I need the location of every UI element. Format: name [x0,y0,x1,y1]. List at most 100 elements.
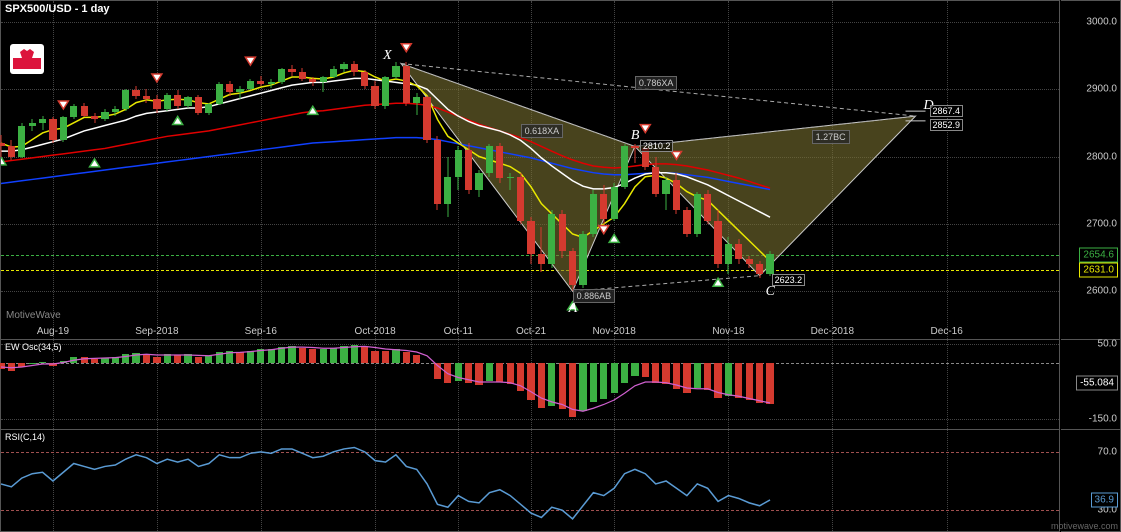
osc-bar [205,356,212,362]
osc-bar [340,346,347,363]
time-axis-label: Oct-11 [444,326,473,337]
chart-title: SPX500/USD - 1 day [5,3,110,15]
rsi-axis: 70.030.036.9 [1061,430,1121,532]
osc-bar [621,363,628,384]
osc-bar [735,363,742,399]
osc-bar [434,363,441,380]
osc-bar [81,357,88,362]
price-axis-label: 2700.0 [1086,218,1117,229]
rsi-current-badge: 36.9 [1091,493,1118,508]
osc-bar [413,355,420,363]
osc-bar [18,363,25,368]
price-axis-label: 3000.0 [1086,16,1117,27]
price-axis-label: 2800.0 [1086,151,1117,162]
osc-current-badge: -55.084 [1076,376,1118,391]
time-axis-label: Dec-2018 [811,326,854,337]
osc-bar [642,363,649,377]
osc-bar [611,363,618,394]
osc-bar [548,363,555,406]
osc-bar [704,363,711,390]
oscillator-axis: 50.0 -150.0 -55.084 [1061,340,1121,430]
osc-bar [216,352,223,363]
osc-bar [590,363,597,402]
osc-bar [174,355,181,363]
fib-label: 1.27BC [812,130,850,144]
rsi-title: RSI(C,14) [5,432,45,442]
time-axis-label: Oct-2018 [355,326,396,337]
osc-bar [299,348,306,363]
osc-bar [257,349,264,363]
osc-bar [351,345,358,362]
price-tag: 2867.4 [930,105,964,117]
fib-label: 0.886AB [573,289,616,303]
price-axis-label: 2900.0 [1086,84,1117,95]
osc-bar [444,363,451,384]
osc-bar [330,348,337,363]
osc-title: EW Osc(34,5) [5,342,62,352]
osc-bar [766,363,773,404]
price-tag: 2852.9 [930,119,964,131]
pattern-point-A: A [569,301,578,317]
osc-bar [164,354,171,362]
osc-bar [226,351,233,362]
pattern-point-B: B [631,128,640,144]
rsi-panel[interactable]: RSI(C,14) [0,430,1060,532]
osc-bar [496,363,503,383]
osc-bar [662,363,669,385]
footer-link[interactable]: motivewave.com [1048,520,1121,532]
osc-bar [517,363,524,391]
osc-bar [91,359,98,363]
osc-bar [475,363,482,386]
time-axis-label: Sep-16 [245,326,277,337]
time-axis-label: Nov-2018 [592,326,635,337]
osc-bar [122,354,129,362]
osc-bar [683,363,690,394]
osc-bar [309,349,316,363]
time-axis-label: Dec-16 [931,326,963,337]
price-chart-panel[interactable]: Aug-19 Sep-2018 Sep-16 Oct-2018 Oct-11 Oct-21… [0,0,1060,340]
osc-bar [320,349,327,363]
osc-bar [361,347,368,363]
price-axis: 2600.0 2700.0 2800.0 2900.0 3000.0 2654.62631… [1061,0,1121,340]
osc-bar [725,363,732,396]
osc-bar [247,351,254,363]
osc-bar [694,363,701,389]
osc-bar [465,363,472,384]
osc-bar [631,363,638,376]
price-badge: 2631.0 [1079,263,1118,278]
price-badge: 2654.6 [1079,247,1118,262]
osc-bar [746,363,753,401]
osc-bar [153,357,160,363]
osc-bar [569,363,576,417]
osc-bar [288,346,295,363]
time-axis-label: Oct-21 [516,326,546,337]
time-axis-label: Aug-19 [37,326,69,337]
osc-bar [392,349,399,362]
osc-bar [101,358,108,363]
osc-bar [559,363,566,410]
osc-bar [371,351,378,363]
fib-label: 0.618XA [521,124,564,138]
osc-bar [507,363,514,385]
osc-bar [29,363,36,365]
time-axis-label: Sep-2018 [135,326,178,337]
pattern-point-X: X [383,48,392,64]
osc-bar [756,363,763,404]
price-axis-label: 2600.0 [1086,286,1117,297]
logo-icon [10,44,44,74]
osc-axis-label: -150.0 [1089,413,1117,424]
osc-bar [112,357,119,362]
time-axis-label: Nov-18 [712,326,744,337]
osc-bar [60,361,67,363]
osc-bar [49,363,56,366]
watermark: MotiveWave [6,310,61,321]
osc-bar [455,363,462,381]
osc-bar [39,362,46,363]
osc-bar [236,352,243,363]
osc-bar [538,363,545,408]
osc-axis-label: 50.0 [1098,338,1117,349]
osc-bar [579,363,586,412]
osc-bar [143,354,150,362]
osc-bar [652,363,659,384]
oscillator-panel[interactable]: EW Osc(34,5) [0,340,1060,430]
